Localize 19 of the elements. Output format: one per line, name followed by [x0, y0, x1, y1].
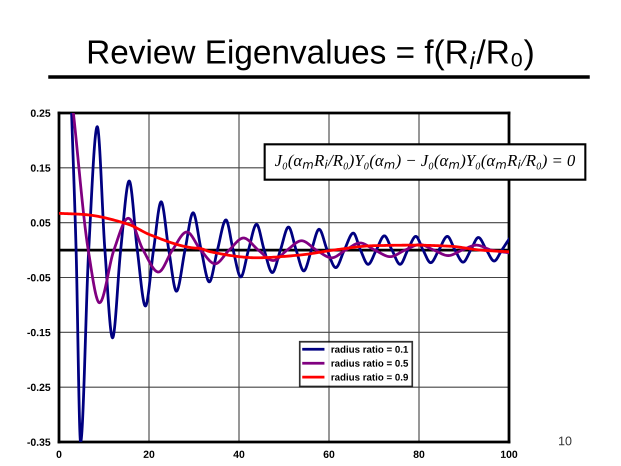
y-tick-label: -0.05	[27, 274, 50, 282]
x-tick-label: 20	[144, 450, 154, 458]
text: 10	[559, 436, 572, 446]
x-tick-label: 60	[324, 450, 334, 458]
y-tick-label: -0.35	[27, 438, 50, 446]
chart-title: Review Eigenvalues = f(R$_{i}$/R₀)	[88, 39, 533, 70]
legend-label: radius ratio = 0.5	[331, 360, 408, 367]
y-tick-label: -0.25	[27, 384, 50, 392]
y-tick-label: 0.25	[30, 110, 50, 117]
x-tick-label: 80	[414, 450, 424, 458]
legend-label: radius ratio = 0.1	[331, 346, 408, 353]
x-tick-label: 40	[233, 450, 244, 458]
y-tick-label: 0.15	[30, 164, 50, 172]
x-tick-label: 100	[500, 450, 518, 458]
legend-label: radius ratio = 0.9	[331, 373, 408, 381]
x-tick-label: 0	[56, 450, 62, 458]
text: J₀(α$_{m}$R$_{i}$/R₀)Y₀(α$_{m}$) − J₀(α$_{m}$)Y₀(α$_{m}$R$_{i}$/R₀) = 0	[274, 154, 576, 170]
y-tick-label: 0.05	[30, 219, 50, 227]
y-tick-label: -0.15	[27, 328, 50, 336]
